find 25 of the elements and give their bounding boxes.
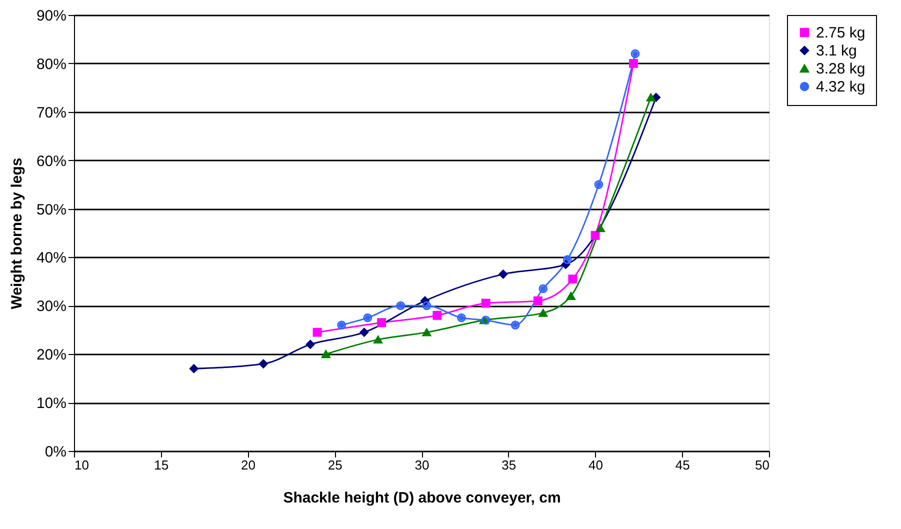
legend-label: 3.28 kg (816, 60, 866, 78)
y-tick-label: 70% (36, 104, 66, 122)
y-tick-label: 90% (36, 8, 66, 24)
x-tick-label: 10 (74, 458, 89, 472)
legend-label: 3.1 kg (816, 42, 857, 60)
x-tick-label: 35 (502, 458, 516, 472)
y-tick-label: 0% (44, 444, 66, 460)
y-tick-label: 60% (36, 152, 66, 170)
x-tick-label: 15 (154, 458, 169, 472)
y-tick-label: 50% (36, 201, 66, 218)
x-tick-label: 50 (755, 458, 770, 472)
y-tick-label: 10% (36, 395, 66, 412)
x-tick-label: 30 (414, 458, 430, 472)
y-tick-label: 40% (36, 250, 66, 267)
x-tick-label: 25 (328, 458, 342, 472)
y-tick-label: 80% (36, 56, 66, 73)
y-tick-label: 30% (36, 298, 66, 316)
y-tick-label: 20% (36, 346, 66, 364)
x-axis-title: Shackle height (D) above conveyer, cm (283, 490, 561, 506)
legend-label: 4.32 kg (816, 78, 866, 96)
legend-label: 2.75 kg (816, 24, 866, 42)
x-tick-label: 40 (588, 458, 603, 472)
x-tick-label: 45 (675, 458, 690, 472)
y-axis-title: Weight borne by legs (8, 158, 26, 310)
x-tick-label: 20 (241, 458, 256, 472)
